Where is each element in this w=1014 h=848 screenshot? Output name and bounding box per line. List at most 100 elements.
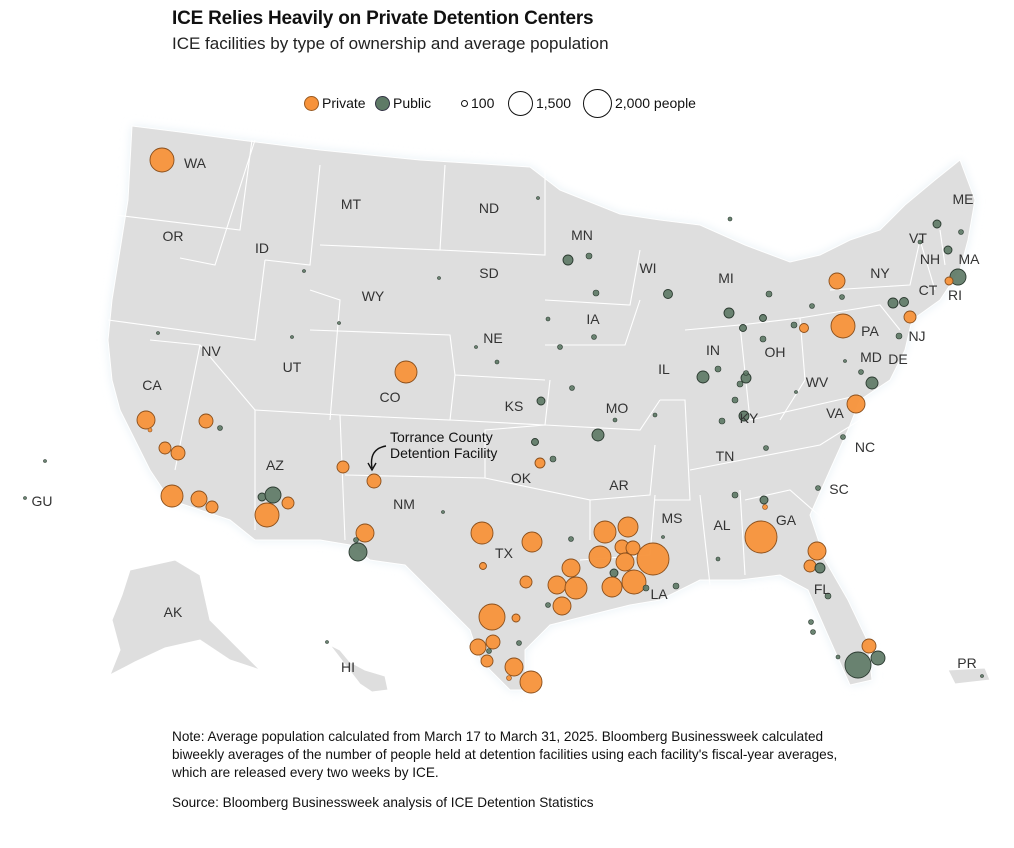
private-facility-marker (830, 313, 856, 339)
public-facility-marker (348, 542, 368, 562)
private-facility-marker (617, 516, 639, 538)
public-facility-marker (663, 289, 673, 299)
public-facility-marker (731, 491, 739, 499)
private-facility-marker (160, 484, 184, 508)
public-facility-marker (568, 536, 574, 542)
public-facility-marker (23, 496, 27, 500)
public-facility-marker (759, 335, 767, 343)
private-facility-marker (136, 410, 156, 430)
private-facility-marker (944, 276, 954, 286)
public-facility-marker (718, 417, 726, 425)
contiguous-us (107, 125, 976, 691)
legend-size-mid (508, 91, 533, 116)
state-label-al: AL (713, 517, 731, 533)
public-facility-marker (486, 648, 492, 654)
public-facility-marker (865, 376, 879, 390)
public-facility-marker (814, 562, 826, 574)
legend-private-label: Private (322, 95, 366, 111)
public-facility-marker (794, 390, 798, 394)
public-facility-marker (290, 335, 294, 339)
public-facility-marker (815, 485, 821, 491)
public-facility-marker (156, 331, 160, 335)
public-facility-marker (858, 369, 864, 375)
private-facility-marker (336, 460, 350, 474)
public-facility-marker (661, 535, 665, 539)
private-facility-marker (807, 541, 827, 561)
state-label-ky: KY (739, 410, 759, 426)
state-label-nv: NV (201, 343, 221, 359)
state-label-or: OR (162, 228, 184, 244)
state-label-sd: SD (479, 265, 499, 281)
private-facility-marker (561, 558, 581, 578)
state-label-ga: GA (775, 512, 797, 528)
state-label-ct: CT (918, 282, 938, 298)
public-facility-marker (569, 385, 575, 391)
public-facility-marker (536, 196, 540, 200)
public-facility-marker (917, 239, 923, 245)
hawaii (329, 644, 389, 693)
callout-arrow (367, 445, 387, 472)
private-facility-marker (846, 394, 866, 414)
state-label-me: ME (952, 191, 974, 207)
public-facility-marker (557, 344, 563, 350)
state-label-tx: TX (495, 545, 513, 561)
public-facility-marker (652, 412, 658, 418)
state-label-wy: WY (361, 288, 385, 304)
private-facility-marker (593, 520, 617, 544)
private-facility-marker (588, 545, 612, 569)
public-facility-marker (840, 434, 846, 440)
state-label-va: VA (826, 405, 844, 421)
private-facility-marker (198, 413, 214, 429)
private-facility-marker (170, 445, 186, 461)
public-facility-marker (810, 629, 816, 635)
private-facility-marker (564, 576, 588, 600)
public-facility-marker (217, 425, 223, 431)
private-facility-marker (470, 521, 494, 545)
public-facility-marker (672, 582, 680, 590)
private-facility-marker (636, 542, 670, 576)
state-label-wv: WV (805, 374, 829, 390)
public-facility-marker (763, 445, 769, 451)
private-facility-marker (828, 272, 846, 290)
public-facility-marker (441, 510, 445, 514)
state-label-gu: GU (31, 493, 53, 509)
state-label-oh: OH (764, 344, 786, 360)
private-facility-marker (281, 496, 295, 510)
public-facility-marker (932, 219, 942, 229)
public-facility-marker (474, 345, 478, 349)
legend-public-swatch (375, 96, 390, 111)
state-label-mi: MI (718, 270, 734, 286)
state-label-mt: MT (340, 196, 362, 212)
public-facility-marker (437, 276, 441, 280)
public-facility-marker (494, 359, 500, 365)
state-label-ms: MS (661, 510, 683, 526)
puerto-rico (947, 667, 991, 685)
public-facility-marker (516, 640, 522, 646)
public-facility-marker (714, 365, 722, 373)
public-facility-marker (585, 252, 593, 260)
private-facility-marker (903, 310, 917, 324)
callout-line-2: Detention Facility (390, 445, 498, 461)
private-facility-marker (355, 523, 375, 543)
state-label-pa: PA (861, 323, 879, 339)
source-line: Source: Bloomberg Businessweek analysis … (172, 795, 594, 810)
legend-private-swatch (304, 96, 319, 111)
state-label-ia: IA (586, 311, 600, 327)
private-facility-marker (621, 569, 647, 595)
public-facility-marker (743, 370, 749, 376)
alaska (109, 559, 261, 677)
private-facility-marker (615, 552, 635, 572)
public-facility-marker (696, 370, 710, 384)
state-label-in: IN (706, 342, 720, 358)
state-label-ri: RI (948, 287, 962, 303)
chart-subtitle: ICE facilities by type of ownership and … (172, 34, 609, 53)
state-label-vt: VT (909, 230, 927, 246)
public-facility-marker (738, 410, 750, 422)
public-facility-marker (562, 254, 574, 266)
public-facility-marker (642, 584, 650, 592)
legend-size-small-label: 100 (471, 95, 495, 111)
public-facility-marker (739, 324, 747, 332)
public-facility-marker (592, 289, 600, 297)
state-label-ut: UT (282, 359, 302, 375)
state-label-ks: KS (504, 398, 524, 414)
